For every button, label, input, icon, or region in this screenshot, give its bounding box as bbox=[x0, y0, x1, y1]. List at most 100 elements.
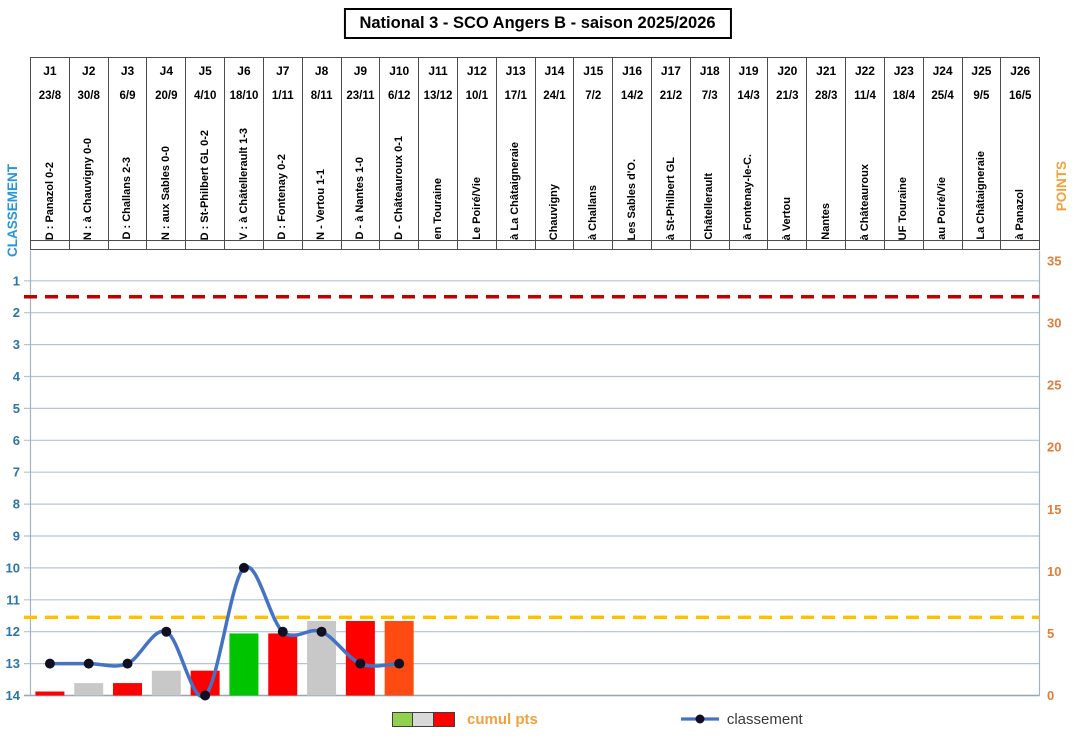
matchday-date: 23/8 bbox=[38, 89, 62, 102]
classement-point-j1 bbox=[44, 658, 55, 669]
matchday-column-footer bbox=[1001, 240, 1040, 249]
matchday-label: J5 bbox=[198, 63, 212, 78]
bar-cumul-pts-j3 bbox=[113, 683, 143, 696]
classement-point-j6 bbox=[238, 562, 249, 573]
bar-cumul-pts-j10 bbox=[384, 621, 414, 696]
matchday-label: J21 bbox=[816, 63, 837, 78]
matchday-date: 30/8 bbox=[77, 89, 100, 102]
matchday-column-footer bbox=[263, 240, 302, 249]
legend-swatch-1 bbox=[413, 711, 434, 727]
legend-line-dot bbox=[695, 714, 705, 724]
matchday-label: J17 bbox=[660, 63, 681, 78]
bar-cumul-pts-j2 bbox=[74, 683, 104, 696]
right-tick-label: 25 bbox=[1047, 378, 1061, 393]
legend-swatch-2 bbox=[434, 711, 455, 727]
matchday-column-j21: J21 28/3 Nantes bbox=[807, 58, 847, 249]
matchday-label: J18 bbox=[699, 63, 720, 78]
left-tick-label: 2 bbox=[13, 305, 20, 320]
legend-swatch-0 bbox=[392, 711, 413, 727]
matchday-date: 7/3 bbox=[701, 89, 718, 102]
matchday-date: 17/1 bbox=[504, 89, 527, 102]
bar-cumul-pts-j7 bbox=[268, 633, 298, 696]
left-tick-label: 14 bbox=[6, 688, 21, 703]
matchday-column-j22: J22 11/4 à Châteauroux bbox=[846, 58, 885, 249]
classement-line bbox=[48, 565, 401, 699]
matchday-column-footer bbox=[31, 240, 69, 249]
matchday-column-j8: J8 8/11 N - Vertou 1-1 bbox=[302, 58, 342, 249]
classement-axis-title-text: CLASSEMENT bbox=[4, 164, 20, 258]
matchday-table: J1 23/8 D : Panazol 0-2 J2 30/8 N : à Chauvig… bbox=[30, 57, 1040, 250]
matchday-column-j12: J12 10/1 Le Poiré/Vie bbox=[457, 58, 497, 249]
right-tick-label: 0 bbox=[1047, 688, 1054, 703]
left-tick-label: 11 bbox=[6, 592, 20, 607]
matchday-label: J11 bbox=[428, 63, 448, 78]
matchday-column-j20: J20 21/3 à Vertou bbox=[768, 58, 808, 249]
matchday-label: J24 bbox=[932, 63, 953, 78]
legend-cumul-label: cumul pts bbox=[467, 710, 538, 728]
legend-swatches bbox=[392, 711, 455, 727]
matchday-label: J13 bbox=[505, 63, 526, 78]
left-tick-label: 3 bbox=[13, 337, 20, 352]
classement-point-j5 bbox=[200, 690, 211, 701]
matchday-date: 4/10 bbox=[193, 89, 217, 102]
matchday-date: 10/1 bbox=[465, 89, 489, 102]
matchday-label: J1 bbox=[43, 63, 57, 78]
matchday-label: J23 bbox=[893, 63, 914, 78]
matchday-column-j6: J6 18/10 V : à Châtellerault 1-3 bbox=[225, 58, 264, 249]
matchday-column-j4: J4 20/9 N : aux Sables 0-0 bbox=[147, 58, 187, 249]
matchday-date: 28/3 bbox=[814, 89, 838, 102]
matchday-column-j10: J10 6/12 D - Châteauroux 0-1 bbox=[380, 58, 420, 249]
bar-cumul-pts-j4 bbox=[151, 670, 181, 696]
matchday-column-j11: J11 13/12 en Touraine bbox=[419, 58, 458, 249]
left-tick-label: 8 bbox=[13, 497, 20, 512]
matchday-column-j1: J1 23/8 D : Panazol 0-2 bbox=[31, 58, 70, 249]
matchday-date: 25/4 bbox=[931, 89, 954, 102]
left-tick-label: 6 bbox=[13, 433, 20, 448]
left-tick-label: 10 bbox=[6, 560, 20, 575]
matchday-date: 23/11 bbox=[346, 89, 375, 102]
matchday-label: J19 bbox=[738, 63, 759, 78]
left-tick-label: 5 bbox=[13, 401, 20, 416]
left-tick-label: 13 bbox=[6, 656, 20, 671]
matchday-column-footer bbox=[535, 240, 574, 249]
matchday-label: J2 bbox=[82, 63, 96, 78]
legend-line-icon bbox=[680, 714, 719, 724]
matchday-date: 20/9 bbox=[155, 89, 178, 102]
matchday-column-j23: J23 18/4 UF Touraine bbox=[884, 58, 924, 249]
matchday-label: J22 bbox=[854, 63, 875, 78]
legend-classement-label: classement bbox=[726, 710, 803, 728]
points-axis-title: POINTS bbox=[1051, 156, 1071, 216]
matchday-column-j17: J17 21/2 à St-Philbert GL bbox=[652, 58, 691, 249]
classement-point-j9 bbox=[355, 658, 366, 669]
matchday-label: J10 bbox=[389, 63, 410, 78]
matchday-date: 21/3 bbox=[776, 89, 799, 102]
classement-point-j10 bbox=[394, 658, 405, 669]
matchday-column-footer bbox=[341, 240, 380, 249]
matchday-column-j9: J9 23/11 D - à Nantes 1-0 bbox=[341, 58, 381, 249]
matchday-column-footer bbox=[807, 240, 846, 249]
left-tick-label: 1 bbox=[13, 273, 20, 288]
matchday-label: J12 bbox=[466, 63, 487, 78]
matchday-column-footer bbox=[884, 240, 923, 249]
matchday-column-footer bbox=[729, 240, 768, 249]
matchday-column-j14: J14 24/1 Chauvigny bbox=[535, 58, 575, 249]
matchday-column-j19: J19 14/3 à Fontenay-le-C. bbox=[729, 58, 769, 249]
matchday-column-footer bbox=[225, 240, 263, 249]
matchday-label: J14 bbox=[544, 63, 565, 78]
bar-cumul-pts-j6 bbox=[229, 633, 259, 696]
matchday-column-footer bbox=[419, 240, 457, 249]
classement-axis-title: CLASSEMENT bbox=[2, 155, 22, 267]
matchday-column-footer bbox=[457, 240, 496, 249]
classement-point-j2 bbox=[83, 658, 94, 669]
right-tick-label: 30 bbox=[1047, 316, 1061, 331]
matchday-column-footer bbox=[69, 240, 108, 249]
classement-point-j3 bbox=[122, 658, 133, 669]
matchday-label: J16 bbox=[622, 63, 643, 78]
matchday-date: 24/1 bbox=[543, 89, 566, 102]
matchday-column-footer bbox=[652, 240, 690, 249]
matchday-column-footer bbox=[690, 240, 729, 249]
matchday-date: 11/4 bbox=[854, 89, 876, 102]
matchday-label: J15 bbox=[583, 63, 604, 78]
matchday-column-j7: J7 1/11 D : Fontenay 0-2 bbox=[263, 58, 303, 249]
matchday-date: 8/11 bbox=[310, 89, 333, 102]
